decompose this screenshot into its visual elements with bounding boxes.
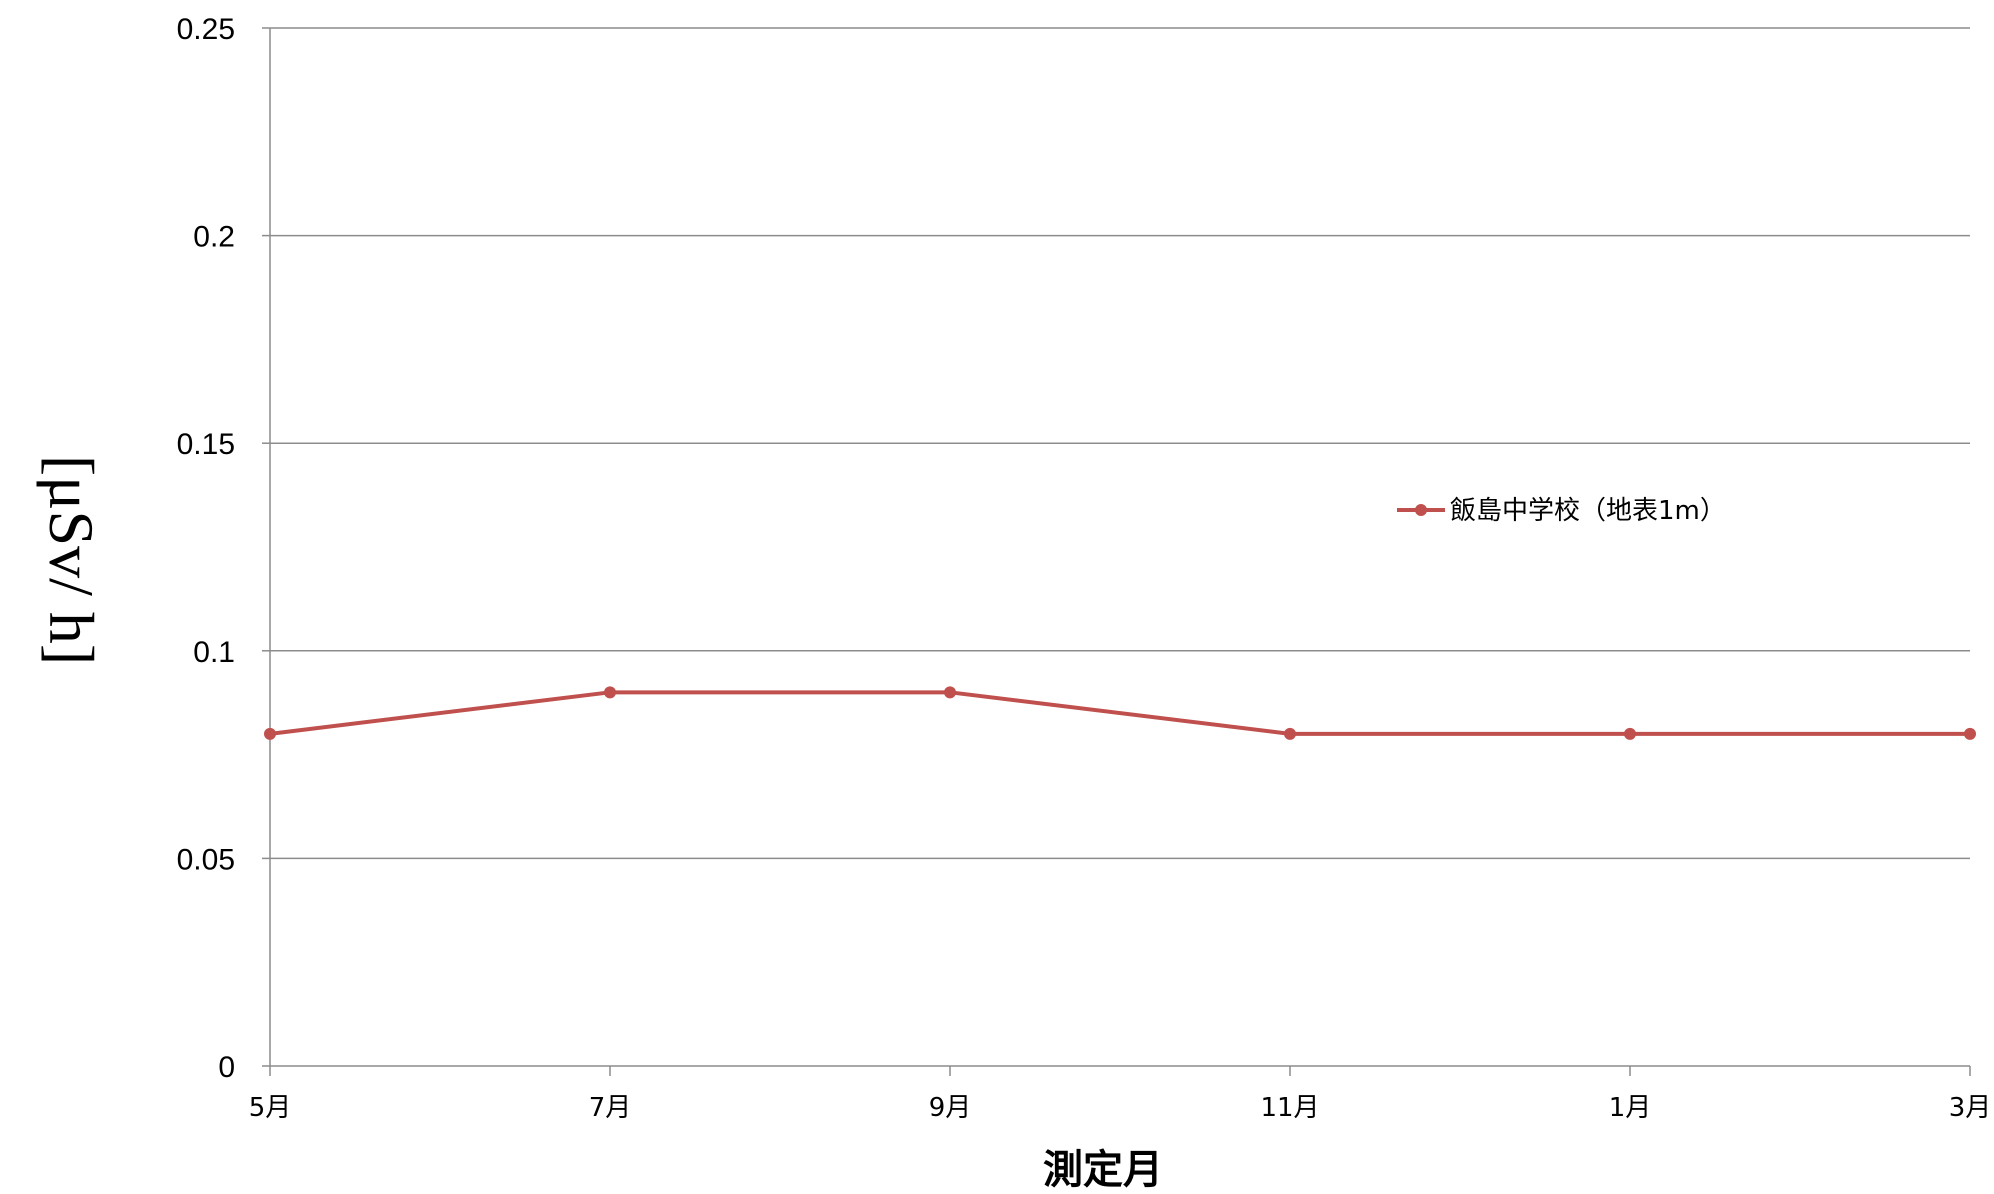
y-tick-label: 0 [218, 1051, 235, 1084]
x-tick-label: 1月 [1609, 1093, 1652, 1123]
x-tick-label: 5月 [249, 1093, 292, 1123]
legend-point-marker [1415, 504, 1427, 516]
y-tick-label: 0.15 [177, 428, 235, 461]
data-point [604, 686, 616, 699]
x-tick-label: 11月 [1260, 1093, 1319, 1123]
x-tick-label: 3月 [1949, 1093, 1992, 1123]
x-axis-title: 測定月 [1043, 1147, 1163, 1193]
x-tick-label: 9月 [929, 1093, 972, 1123]
y-tick-label: 0.2 [193, 221, 235, 254]
data-point [264, 727, 276, 740]
data-point [1624, 727, 1636, 740]
legend-label: 飯島中学校（地表1m） [1450, 496, 1726, 526]
data-point [1284, 727, 1296, 740]
x-tick-label: 7月 [589, 1093, 632, 1123]
y-tick-label: 0.1 [193, 636, 235, 669]
x-tick-labels: 5月 7月 9月 11月 1月 3月 [249, 1093, 1992, 1123]
series-line [269, 690, 1970, 736]
data-point [944, 686, 956, 699]
gridlines [270, 27, 1970, 860]
series-layer [264, 686, 1976, 740]
axes [262, 27, 1971, 1076]
data-point [1964, 727, 1976, 740]
y-axis-title: [μSv/ h] [36, 455, 107, 665]
y-tick-labels: 0 0.05 0.1 0.15 0.2 0.25 [177, 13, 235, 1084]
legend: 飯島中学校（地表1m） [1397, 496, 1726, 526]
y-tick-label: 0.25 [177, 13, 235, 46]
y-tick-label: 0.05 [177, 843, 235, 876]
